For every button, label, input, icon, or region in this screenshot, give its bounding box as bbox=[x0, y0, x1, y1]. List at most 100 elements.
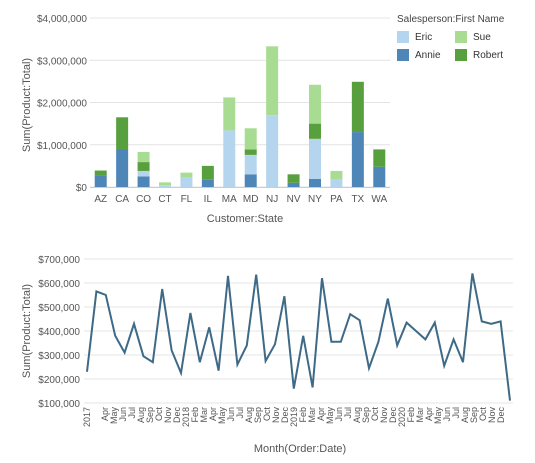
line-x-tick-label: Jun bbox=[334, 407, 344, 422]
stacked-bar-chart: $0 $1,000,000 $2,000,000 $3,000,000 $4,000,0… bbox=[21, 14, 390, 225]
stack-x-tick-label: TX bbox=[351, 194, 364, 205]
line-x-tick-label: 2017 bbox=[82, 407, 92, 427]
line-x-tick-label: Nov bbox=[379, 407, 389, 424]
line-y-tick-label: $100,000 bbox=[38, 399, 80, 410]
stack-x-axis-label: Customer:State bbox=[207, 213, 283, 225]
bar-segment-nj-eric[interactable] bbox=[266, 115, 279, 187]
line-x-tick-label: Mar bbox=[199, 407, 209, 423]
bar-segment-md-robert[interactable] bbox=[244, 149, 257, 155]
line-x-tick-label: Dec bbox=[496, 407, 506, 424]
stack-x-tick-label: WA bbox=[371, 194, 387, 205]
bar-segment-co-robert[interactable] bbox=[137, 162, 150, 171]
bar-segment-ny-annie[interactable] bbox=[309, 178, 321, 187]
stack-x-tick-label: AZ bbox=[94, 194, 107, 205]
legend-label-annie: Annie bbox=[415, 49, 441, 61]
line-x-tick-label: 2020 bbox=[397, 407, 407, 427]
line-x-ticks: 2017 Apr May Jun Jul Aug Sep Oct Nov Dec 2018 Feb Ma… bbox=[82, 407, 506, 428]
stack-y-axis-label: Sum(Product:Total) bbox=[21, 58, 33, 152]
stack-y-ticks: $0 $1,000,000 $2,000,000 $3,000,000 $4,000,0… bbox=[37, 14, 87, 194]
bar-segment-co-annie[interactable] bbox=[137, 176, 150, 187]
stack-y-tick-label: $0 bbox=[76, 183, 88, 194]
line-x-tick-label: Sep bbox=[145, 407, 155, 423]
line-y-axis-label: Sum(Product:Total) bbox=[21, 284, 33, 378]
line-x-tick-label: Aug bbox=[136, 407, 146, 423]
bar-segment-co-eric[interactable] bbox=[137, 170, 150, 177]
line-x-tick-label: Feb bbox=[406, 407, 416, 423]
bar-segment-ny-eric[interactable] bbox=[309, 138, 321, 179]
line-x-tick-label: Oct bbox=[262, 407, 272, 422]
bar-segment-md-annie[interactable] bbox=[244, 174, 257, 187]
stack-x-tick-label: CT bbox=[158, 194, 171, 205]
legend-item-sue[interactable]: Sue bbox=[455, 31, 515, 43]
line-x-tick-label: Sep bbox=[469, 407, 479, 423]
line-y-tick-label: $300,000 bbox=[38, 351, 80, 362]
line-x-tick-label: Mar bbox=[307, 407, 317, 423]
bar-segment-ct-eric[interactable] bbox=[159, 185, 171, 187]
bar-segment-ca-annie[interactable] bbox=[116, 148, 129, 187]
line-x-tick-label: Jun bbox=[226, 407, 236, 422]
stack-y-gridlines bbox=[90, 17, 390, 188]
bar-segment-md-sue[interactable] bbox=[244, 128, 257, 150]
legend-swatch-sue bbox=[455, 31, 467, 43]
line-x-tick-label: Oct bbox=[154, 407, 164, 422]
legend-swatch-robert bbox=[455, 49, 467, 61]
legend-label-eric: Eric bbox=[415, 31, 433, 43]
line-x-tick-label: Apr bbox=[100, 407, 110, 421]
line-x-tick-label: Mar bbox=[415, 407, 425, 423]
bar-segment-pa-sue[interactable] bbox=[330, 170, 343, 179]
chart-legend: Salesperson:First Name Eric Sue Annie Ro… bbox=[397, 14, 527, 61]
stack-x-tick-label: IL bbox=[204, 194, 213, 205]
legend-item-robert[interactable]: Robert bbox=[455, 49, 515, 61]
bar-segment-ny-robert[interactable] bbox=[309, 123, 321, 139]
bar-segment-nj-sue[interactable] bbox=[266, 46, 279, 116]
stack-y-tick-label: $3,000,000 bbox=[37, 56, 87, 67]
line-x-tick-label: May bbox=[325, 407, 335, 425]
bar-segment-az-robert[interactable] bbox=[94, 170, 107, 176]
bar-segment-co-sue[interactable] bbox=[137, 151, 150, 163]
line-x-tick-label: Feb bbox=[190, 407, 200, 423]
line-x-tick-label: Dec bbox=[172, 407, 182, 424]
line-x-tick-label: May bbox=[217, 407, 227, 425]
bar-segment-nv-robert[interactable] bbox=[287, 174, 300, 183]
bar-segment-az-annie[interactable] bbox=[94, 175, 107, 187]
line-y-ticks: $100,000 $200,000 $300,000 $400,000 $500,000… bbox=[38, 255, 80, 410]
legend-item-eric[interactable]: Eric bbox=[397, 31, 455, 43]
bar-segment-tx-annie[interactable] bbox=[351, 132, 364, 187]
stack-x-ticks: AZ CA CO CT FL IL MA MD NJ NV NY PA TX WA bbox=[94, 194, 387, 205]
bar-segment-il-annie[interactable] bbox=[201, 179, 214, 187]
bar-segment-md-eric[interactable] bbox=[244, 154, 257, 175]
bar-segment-wa-robert[interactable] bbox=[373, 149, 386, 167]
line-x-tick-label: Feb bbox=[298, 407, 308, 423]
bar-segment-ct-sue[interactable] bbox=[159, 182, 171, 186]
bar-segment-ny-sue[interactable] bbox=[309, 84, 321, 124]
line-x-tick-label: Sep bbox=[361, 407, 371, 423]
bar-segment-ma-sue[interactable] bbox=[223, 97, 236, 131]
stack-x-tick-label: CO bbox=[136, 194, 151, 205]
stack-x-tick-label: NJ bbox=[266, 194, 278, 205]
bar-segment-fl-sue[interactable] bbox=[180, 172, 193, 178]
line-x-tick-label: 2018 bbox=[181, 407, 191, 427]
bar-segment-wa-annie[interactable] bbox=[373, 166, 386, 187]
stack-x-tick-label: MD bbox=[243, 194, 259, 205]
bar-segment-tx-robert[interactable] bbox=[351, 81, 364, 133]
bar-segment-fl-eric[interactable] bbox=[180, 177, 193, 187]
bar-segment-pa-eric[interactable] bbox=[330, 178, 343, 187]
legend-swatch-eric bbox=[397, 31, 409, 43]
line-x-tick-label: Aug bbox=[244, 407, 254, 423]
line-y-tick-label: $200,000 bbox=[38, 375, 80, 386]
line-y-tick-label: $500,000 bbox=[38, 303, 80, 314]
bar-segment-il-robert[interactable] bbox=[201, 165, 214, 180]
stack-x-tick-label: MA bbox=[222, 194, 237, 205]
line-x-tick-label: Jul bbox=[127, 407, 137, 419]
legend-label-sue: Sue bbox=[473, 31, 491, 43]
legend-item-annie[interactable]: Annie bbox=[397, 49, 455, 61]
bar-segment-ca-robert[interactable] bbox=[116, 117, 129, 149]
line-x-tick-label: Dec bbox=[388, 407, 398, 424]
line-x-tick-label: May bbox=[433, 407, 443, 425]
stack-x-tick-label: NV bbox=[287, 194, 301, 205]
stack-x-tick-label: PA bbox=[330, 194, 343, 205]
bar-segment-ma-eric[interactable] bbox=[223, 130, 236, 187]
legend-label-robert: Robert bbox=[473, 49, 504, 61]
bar-segment-nv-annie[interactable] bbox=[287, 182, 300, 187]
line-x-tick-label: Apr bbox=[424, 407, 434, 421]
